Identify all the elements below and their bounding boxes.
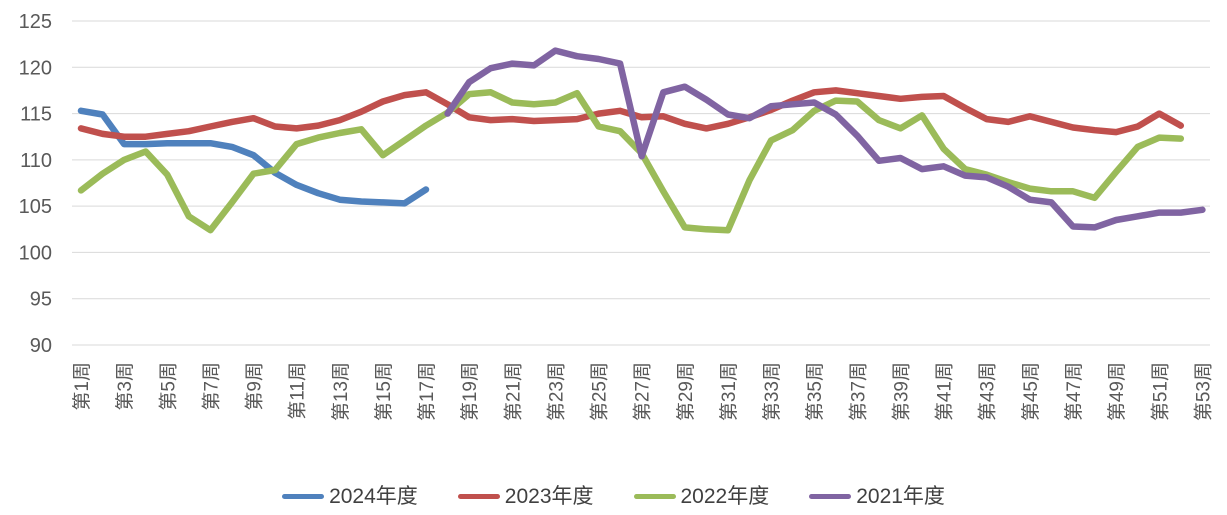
legend-swatch-icon: [809, 494, 852, 499]
x-tick-label: 第31周: [718, 362, 740, 421]
x-tick-label: 第41周: [934, 362, 956, 421]
x-tick-label: 第47周: [1063, 362, 1085, 421]
x-tick-label: 第37周: [847, 362, 869, 421]
series-line-2022年度: [77, 89, 1185, 234]
x-axis-labels: 第1周 第3周 第5周 第7周 第9周 第11周 第13周 第15周 第17周 第19周 第21周第…: [71, 362, 1214, 421]
x-tick-label: 第19周: [459, 362, 481, 421]
y-tick-label: 90: [30, 335, 52, 357]
legend-item-2021年度: 2021年度: [809, 486, 945, 507]
legend-swatch-icon: [633, 494, 676, 499]
x-tick-label: 第5周: [157, 362, 179, 411]
y-tick-label: 125: [19, 11, 52, 33]
x-tick-label: 第21周: [502, 362, 524, 421]
x-tick-label: 第49周: [1106, 362, 1128, 421]
x-tick-label: 第43周: [977, 362, 999, 421]
x-tick-label: 第7周: [200, 362, 222, 411]
x-tick-label: 第9周: [244, 362, 266, 411]
x-tick-label: 第27周: [632, 362, 654, 421]
x-tick-label: 第17周: [416, 362, 438, 421]
x-tick-label: 第39周: [890, 362, 912, 421]
x-tick-label: 第45周: [1020, 362, 1042, 421]
series-line-2021年度: [444, 47, 1206, 231]
legend-swatch-icon: [282, 494, 325, 499]
x-tick-label: 第29周: [675, 362, 697, 421]
legend-label: 2021年度: [856, 485, 945, 508]
legend-item-2023年度: 2023年度: [457, 485, 594, 508]
legend-label: 2023年度: [504, 485, 594, 508]
x-tick-label: 第23周: [545, 362, 567, 421]
x-tick-label: 第33周: [761, 362, 783, 421]
x-tick-label: 第11周: [287, 362, 309, 420]
series-line-2024年度: [77, 107, 430, 207]
x-tick-label: 第1周: [71, 362, 93, 411]
legend-item-2022年度: 2022年度: [633, 485, 770, 508]
x-tick-label: 第51周: [1149, 362, 1171, 421]
plot-area: 125 120 115 110 105 100 95 90 第1周 第3周 第5周 第7周 第9周 第11…: [19, 11, 1215, 421]
legend-item-2024年度: 2024年度: [282, 486, 418, 507]
y-tick-label: 120: [19, 57, 52, 79]
y-tick-label: 95: [30, 289, 52, 311]
y-tick-label: 100: [19, 242, 52, 264]
y-tick-label: 115: [20, 104, 52, 126]
x-tick-label: 第35周: [804, 362, 826, 421]
legend-swatch-icon: [457, 494, 500, 499]
x-tick-label: 第13周: [330, 362, 352, 421]
y-tick-label: 110: [20, 150, 52, 172]
y-tick-label: 105: [19, 196, 52, 218]
x-tick-label: 第3周: [114, 362, 136, 411]
x-tick-label: 第25周: [589, 362, 611, 421]
legend-label: 2022年度: [680, 485, 770, 508]
legend-label: 2024年度: [329, 485, 418, 508]
x-tick-label: 第53周: [1192, 362, 1214, 421]
legend: 2024年度 2023年度 2022年度 2021年度: [0, 486, 1227, 507]
x-tick-label: 第15周: [373, 362, 395, 421]
y-axis-labels: 125 120 115 110 105 100 95 90: [19, 11, 52, 357]
